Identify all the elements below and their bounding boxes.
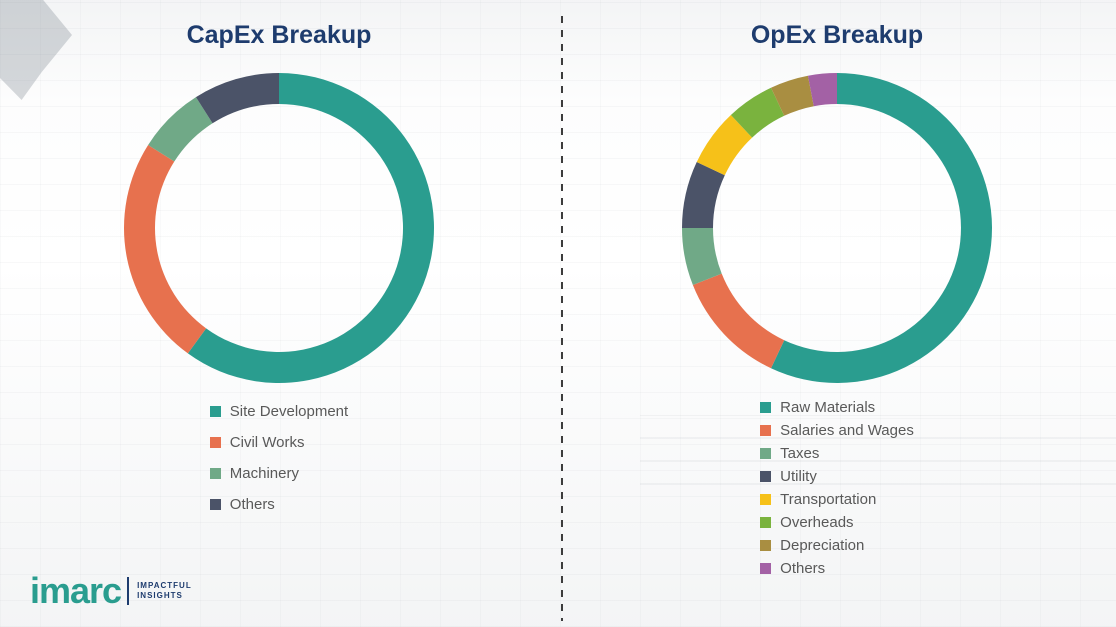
- legend-swatch: [760, 563, 772, 574]
- legend-label: Overheads: [780, 514, 854, 531]
- dashed-divider: [561, 16, 563, 621]
- legend-item: Civil Works: [209, 427, 348, 458]
- legend-item: Salaries and Wages: [760, 419, 914, 442]
- logo-divider-bar: [127, 577, 130, 605]
- imarc-wordmark: imarc: [30, 570, 122, 611]
- donut-segment-overheads: [730, 87, 785, 138]
- legend-swatch: [760, 448, 772, 459]
- legend-swatch: [760, 425, 772, 436]
- legend-label: Others: [780, 560, 826, 577]
- donut-segment-depreciation: [771, 75, 814, 116]
- legend-item: Machinery: [209, 458, 348, 489]
- imarc-tagline-line1: IMPACTFUL: [137, 581, 192, 590]
- legend-item: Overheads: [760, 511, 914, 534]
- legend-item: Others: [209, 489, 348, 520]
- legend-item: Raw Materials: [760, 396, 914, 419]
- opex-panel: OpEx Breakup Raw Materials Salaries and W…: [558, 0, 1116, 627]
- legend-item: Taxes: [760, 442, 914, 465]
- imarc-logo: imarc IMPACTFUL INSIGHTS: [30, 573, 192, 609]
- donut-svg: [682, 73, 992, 383]
- donut-segment-transportation: [696, 115, 753, 176]
- legend-label: Taxes: [780, 445, 820, 462]
- legend-label: Salaries and Wages: [780, 422, 914, 439]
- donut-segment-site-development: [187, 73, 434, 383]
- legend-swatch: [209, 406, 221, 417]
- legend-item: Depreciation: [760, 534, 914, 557]
- donut-segment-civil-works: [124, 144, 207, 354]
- capex-donut-chart: [123, 72, 435, 384]
- legend-swatch: [760, 494, 772, 505]
- legend-swatch: [760, 402, 772, 413]
- donut-segment-others: [195, 73, 279, 124]
- capex-legend: Site Development Civil Works Machinery Othe…: [209, 396, 349, 520]
- legend-swatch: [209, 437, 221, 448]
- donut-segment-taxes: [682, 228, 722, 286]
- legend-label: Site Development: [229, 403, 349, 420]
- donut-segment-others: [807, 73, 837, 107]
- opex-chart-title: OpEx Breakup: [750, 21, 924, 49]
- legend-label: Machinery: [229, 465, 299, 482]
- legend-swatch: [760, 517, 772, 528]
- legend-label: Raw Materials: [780, 399, 876, 416]
- capex-panel: CapEx Breakup Site Development Civil Work…: [123, 21, 435, 520]
- legend-item: Site Development: [209, 396, 349, 427]
- legend-item: Others: [760, 557, 914, 580]
- legend-label: Civil Works: [229, 434, 305, 451]
- capex-chart-title: CapEx Breakup: [186, 21, 372, 49]
- legend-label: Utility: [780, 468, 817, 485]
- donut-segment-raw-materials: [771, 73, 992, 383]
- legend-swatch: [209, 499, 221, 510]
- legend-swatch: [760, 471, 772, 482]
- legend-item: Transportation: [760, 488, 914, 511]
- donut-svg: [124, 73, 434, 383]
- donut-segment-utility: [682, 162, 725, 228]
- imarc-tagline-line2: INSIGHTS: [137, 591, 183, 600]
- opex-donut-chart: [681, 72, 993, 384]
- donut-segment-machinery: [148, 97, 213, 162]
- legend-swatch: [209, 468, 221, 479]
- donut-segment-salaries-and-wages: [692, 273, 785, 369]
- legend-label: Transportation: [780, 491, 877, 508]
- legend-label: Depreciation: [780, 537, 865, 554]
- legend-label: Others: [229, 496, 275, 513]
- legend-swatch: [760, 540, 772, 551]
- imarc-tagline: IMPACTFUL INSIGHTS: [137, 581, 192, 601]
- opex-legend: Raw Materials Salaries and Wages Taxes Util…: [760, 396, 914, 580]
- legend-item: Utility: [760, 465, 914, 488]
